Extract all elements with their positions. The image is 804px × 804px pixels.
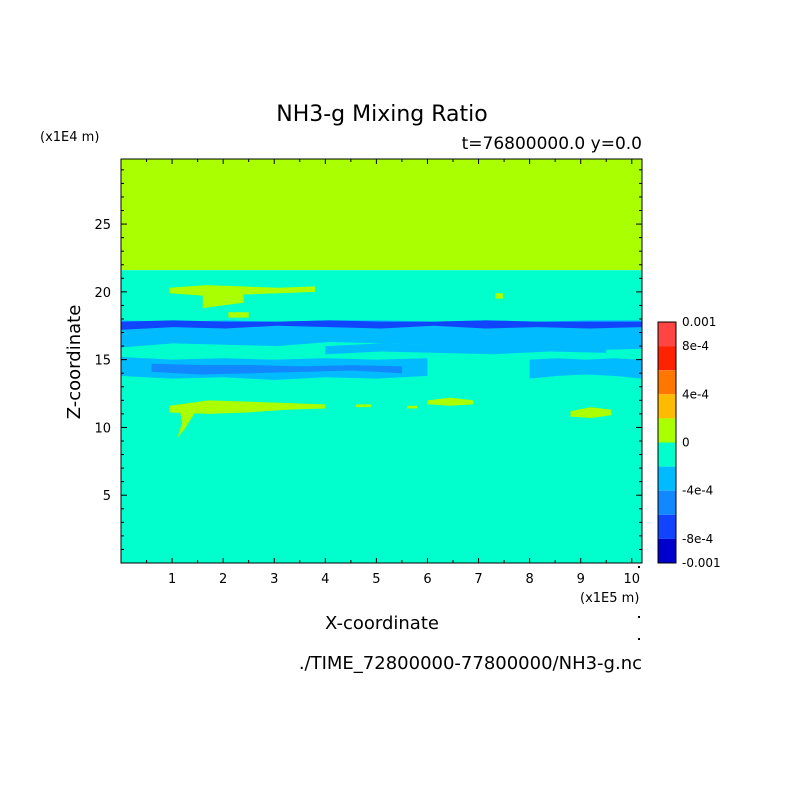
y-unit-label: (x1E4 m) [40,130,99,145]
colorbar-swatch [658,514,676,539]
x-axis: 1 2 3 4 5 6 7 8 9 10 [146,159,641,587]
plot-frame [120,158,643,564]
x-tick-label: 8 [525,572,533,587]
y-tick-label: 15 [94,354,111,369]
y-axis-title: Z-coordinate [64,305,85,420]
colorbar-tick-label: 8e-4 [682,339,709,353]
x-tick-label: 4 [321,572,329,587]
field-region-0 [121,159,642,271]
field-region-6 [529,358,642,379]
contour-field [121,159,642,563]
y-tick-label: 10 [94,421,111,436]
field-region-15 [407,405,418,409]
field-region-9 [202,291,244,309]
corner-marks [638,566,640,640]
colorbar-swatch [658,490,676,515]
field-region-10 [169,400,326,414]
x-tick-label: 6 [423,572,431,587]
field-region-5 [151,363,402,375]
colorbar-swatch [658,466,676,491]
colorbar-tick-label: -8e-4 [682,532,713,546]
field-region-13 [570,407,612,418]
x-tick-label: 5 [372,572,380,587]
colorbar-tick-label: 0 [682,436,690,450]
x-tick-label: 3 [270,572,278,587]
field-region-17 [228,312,249,318]
colorbar-swatch [658,418,676,443]
colorbar-tick-label: -0.001 [682,556,721,570]
colorbar-swatch [658,370,676,395]
colorbar-swatch [658,322,676,347]
colorbar-swatch [658,442,676,467]
x-unit-label: (x1E5 m) [580,591,639,606]
colorbar: 0.001 8e-4 4e-4 0 -4e-4 -8e-4 -0.001 [657,315,721,570]
colorbar-frame [657,321,677,564]
field-region-12 [427,397,474,406]
y-tick-label: 25 [94,218,111,233]
x-tick-label: 2 [219,572,227,587]
colorbar-tick-label: 4e-4 [682,387,709,401]
field-region-1 [121,270,642,563]
colorbar-tick-label: 0.001 [682,315,716,329]
chart-title: NH3-g Mixing Ratio [276,102,488,127]
y-tick-label: 5 [103,489,111,504]
x-axis-title: X-coordinate [325,613,439,634]
field-region-3 [121,320,642,330]
chart-subtitle: t=76800000.0 y=0.0 [462,134,642,154]
field-region-7 [325,343,607,355]
field-region-8 [169,285,316,296]
field-region-14 [355,404,372,408]
x-tick-label: 1 [168,572,176,587]
x-tick-label: 10 [624,572,641,587]
y-axis: 5 10 15 20 25 [94,169,642,550]
x-tick-label: 9 [577,572,585,587]
x-tick-label: 7 [474,572,482,587]
field-region-11 [177,411,196,439]
y-tick-label: 20 [94,286,111,301]
source-file-label: ./TIME_72800000-77800000/NH3-g.nc [299,653,642,674]
colorbar-swatch [658,538,676,563]
colorbar-swatch [658,394,676,419]
colorbar-swatch [658,346,676,371]
colorbar-tick-label: -4e-4 [682,484,713,498]
field-region-16 [495,293,504,299]
